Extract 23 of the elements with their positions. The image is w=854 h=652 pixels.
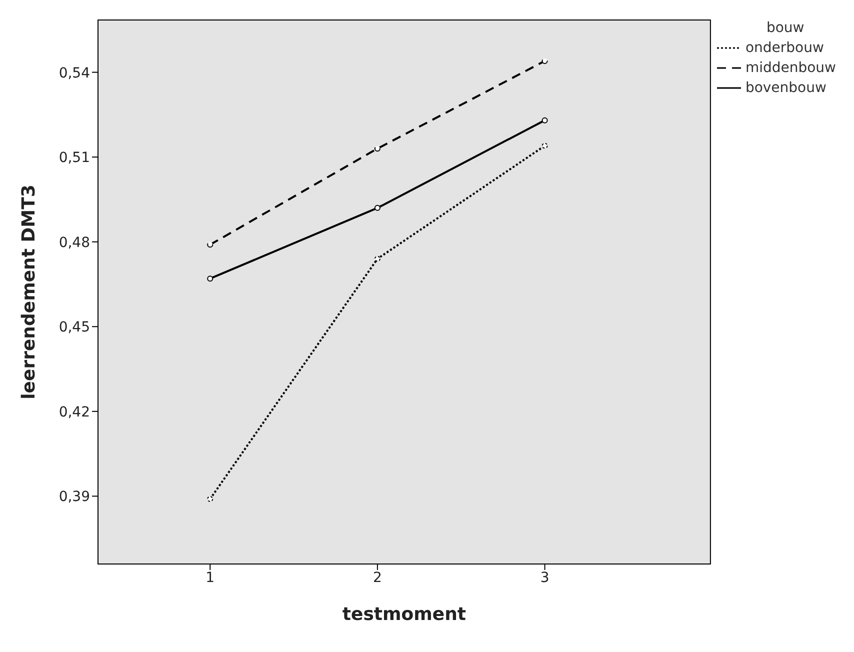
y-tick-label: 0,45 [58,320,90,336]
x-tick-label: 3 [540,570,550,586]
point [542,117,548,124]
x-tick-label: 1 [206,570,215,586]
y-tick-label: 0,42 [58,404,90,420]
point [374,146,380,152]
x-axis-title: testmoment [342,604,466,625]
y-tick-label: 0,39 [58,489,90,506]
legend-label: middenbouw [745,60,836,76]
point [542,142,548,149]
point [207,496,214,502]
point [374,256,380,262]
point [207,276,214,282]
y-axis-title: leerrendement DMT3 [18,184,40,400]
point [207,242,214,248]
legend-label: bovenbouw [745,80,826,96]
legend-title: bouw [765,20,806,36]
legend-label: onderbouw [745,40,824,56]
y-tick-label: 0,48 [58,234,90,251]
y-tick-label: 0,51 [58,150,90,166]
x-tick-label: 2 [372,570,382,586]
y-tick-label: 0,54 [58,65,90,82]
point [374,204,380,211]
